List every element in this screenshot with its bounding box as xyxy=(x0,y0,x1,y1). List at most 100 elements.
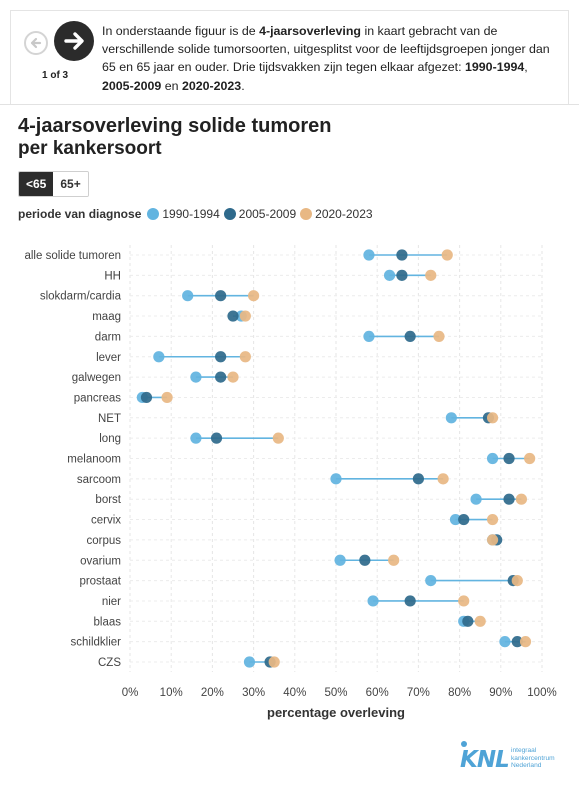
data-point-2005-2009 xyxy=(458,513,470,526)
data-point-1990-1994 xyxy=(449,513,462,526)
arrow-right-icon xyxy=(64,32,84,50)
intro-card xyxy=(10,10,569,105)
intro-highlight: 4-jaarsoverleving xyxy=(259,24,361,38)
data-point-1990-1994 xyxy=(153,351,165,363)
data-point-2020-2023 xyxy=(474,615,486,627)
data-point-2020-2023 xyxy=(239,310,251,322)
data-point-2005-2009 xyxy=(396,249,408,261)
x-tick-label: 20% xyxy=(201,687,224,696)
intro-highlight: 2020-2023 xyxy=(181,78,242,93)
data-point-2005-2009 xyxy=(404,330,416,342)
legend-item-2020-2023: 2020-2023 xyxy=(300,207,373,221)
data-point-2005-2009 xyxy=(404,595,416,607)
data-point-2020-2023 xyxy=(433,330,445,342)
data-point-2020-2023 xyxy=(272,432,284,444)
x-axis-title: percentage overleving xyxy=(267,705,405,720)
dumbbell-chart: 0% 10% 20% 30% 40% 50% 60% 70% 80% 90% 100% alle so… xyxy=(24,245,557,696)
legend-label: 2020-2023 xyxy=(315,207,373,221)
data-point-2020-2023 xyxy=(486,513,499,526)
data-point-2020-2023 xyxy=(161,391,173,404)
tab-65-plus[interactable]: 65+ xyxy=(53,172,88,196)
y-category-label: ovarium xyxy=(80,555,121,567)
y-category-label: borst xyxy=(95,494,121,506)
logo-line: integraal xyxy=(511,747,537,754)
tab-under-65[interactable]: <65 xyxy=(19,172,54,196)
legend-swatch xyxy=(147,208,160,220)
data-point-2005-2009 xyxy=(215,371,227,383)
legend-swatch xyxy=(300,208,313,220)
x-tick-label: 90% xyxy=(489,687,512,696)
data-point-1990-1994 xyxy=(425,575,437,587)
x-tick-label: 30% xyxy=(242,687,265,696)
logo-text: integraal kankercentrum Nederland xyxy=(511,747,555,770)
y-category-label: nier xyxy=(102,596,121,608)
x-tick-label: 80% xyxy=(448,687,471,696)
data-point-2020-2023 xyxy=(511,575,523,587)
data-point-2005-2009 xyxy=(210,432,223,444)
data-point-2005-2009 xyxy=(511,636,523,648)
legend-label: 2005-2009 xyxy=(238,207,297,221)
data-point-2020-2023 xyxy=(524,452,536,465)
data-point-2020-2023 xyxy=(248,290,260,302)
data-point-2005-2009 xyxy=(503,452,515,465)
legend-label: 1990-1994 xyxy=(162,207,220,221)
y-category-label: prostaat xyxy=(79,576,121,588)
intro-text-part: , xyxy=(524,60,528,75)
data-point-1990-1994 xyxy=(499,636,511,648)
legend-item-2005-2009: 2005-2009 xyxy=(223,207,297,221)
data-point-2005-2009 xyxy=(215,351,227,363)
y-category-label: sarcoom xyxy=(77,474,121,486)
data-point-1990-1994 xyxy=(486,452,499,465)
data-point-2020-2023 xyxy=(515,493,528,505)
data-point-1990-1994 xyxy=(330,473,342,485)
data-point-2020-2023 xyxy=(519,636,532,648)
next-button[interactable] xyxy=(54,21,94,61)
data-point-2005-2009 xyxy=(462,615,474,627)
y-category-label: corpus xyxy=(86,535,121,547)
x-tick-label: 0% xyxy=(122,687,139,696)
chart-subtitle: per kankersoort xyxy=(18,138,162,159)
data-point-2020-2023 xyxy=(486,534,499,546)
data-point-2020-2023 xyxy=(227,371,239,383)
data-point-2020-2023 xyxy=(458,595,470,607)
iknl-logo: KNL integraal kankercentrum Nederland xyxy=(460,740,560,773)
svg-text:KNL: KNL xyxy=(460,747,509,772)
intro-text: In onderstaande figuur is de 4-jaarsover… xyxy=(102,22,557,95)
data-point-1990-1994 xyxy=(243,656,256,668)
legend-swatch xyxy=(223,208,236,220)
data-point-2005-2009 xyxy=(503,493,515,505)
y-category-label: lever xyxy=(96,352,121,364)
data-point-1990-1994 xyxy=(383,269,396,281)
intro-highlight: 1990-1994 xyxy=(465,60,525,75)
data-point-2020-2023 xyxy=(268,656,280,668)
previous-button[interactable] xyxy=(24,31,48,55)
y-category-label: pancreas xyxy=(74,392,122,404)
intro-text-part: . xyxy=(241,78,245,93)
logo-mark: KNL xyxy=(460,740,510,779)
y-category-label: galwegen xyxy=(72,372,121,384)
chart-title: 4-jaarsoverleving solide tumoren xyxy=(18,115,332,137)
x-tick-label: 50% xyxy=(324,687,347,696)
x-axis-title-wrap: percentage overleving xyxy=(0,704,579,722)
data-point-2005-2009 xyxy=(396,269,408,281)
y-category-label: CZS xyxy=(98,657,121,669)
logo-line: kankercentrum xyxy=(511,754,555,762)
x-tick-label: 100% xyxy=(527,687,556,696)
x-tick-label: 40% xyxy=(283,687,306,696)
legend-item-1990-1994: 1990-1994 xyxy=(147,207,220,221)
data-point-2020-2023 xyxy=(425,269,437,281)
data-point-1990-1994 xyxy=(363,330,375,342)
data-point-1990-1994 xyxy=(190,432,202,444)
data-point-1990-1994 xyxy=(363,249,375,261)
data-point-1990-1994 xyxy=(367,595,379,607)
y-category-label: cervix xyxy=(91,515,121,527)
arrow-left-icon xyxy=(30,37,42,49)
y-category-label: melanoom xyxy=(67,454,121,466)
y-category-label: alle solide tumoren xyxy=(24,250,121,262)
data-point-2020-2023 xyxy=(437,473,449,485)
y-category-label: long xyxy=(99,433,121,445)
intro-text-part: In onderstaande figuur is de xyxy=(102,24,260,38)
intro-text-part: en xyxy=(161,78,182,93)
y-category-label: darm xyxy=(95,331,121,343)
y-category-label: NET xyxy=(98,413,121,425)
